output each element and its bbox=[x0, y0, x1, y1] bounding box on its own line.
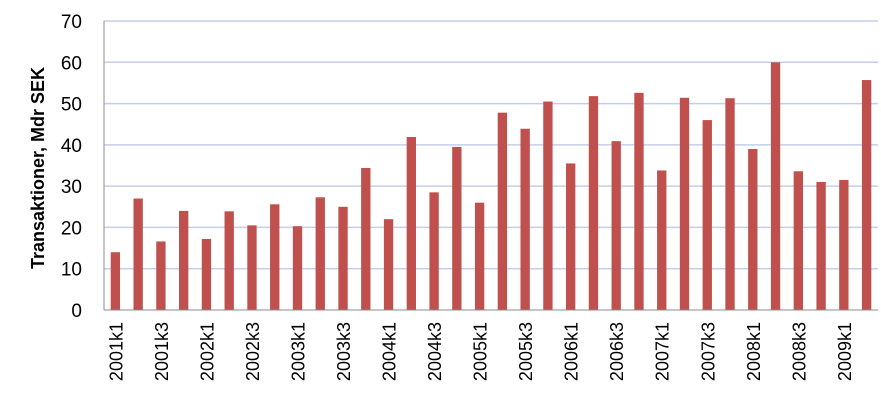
bar-2001k2 bbox=[133, 198, 143, 310]
x-tick-label: 2001k1 bbox=[106, 322, 126, 381]
y-tick-label: 40 bbox=[61, 136, 82, 157]
x-tick-label: 2004k1 bbox=[380, 322, 400, 381]
x-tick-label: 2003k3 bbox=[334, 322, 354, 381]
bar-2005k1 bbox=[474, 202, 485, 310]
x-tick-label: 2007k1 bbox=[653, 322, 673, 381]
bar-2003k4 bbox=[361, 167, 371, 310]
bar-2009k2 bbox=[861, 80, 872, 310]
x-tick-label: 2008k1 bbox=[744, 322, 764, 381]
y-tick-label: 10 bbox=[61, 260, 82, 281]
x-tick-label: 2005k1 bbox=[471, 322, 491, 381]
bar-2005k3 bbox=[520, 128, 530, 310]
x-tick-label: 2006k3 bbox=[607, 322, 627, 381]
x-tick-label: 2009k1 bbox=[835, 322, 855, 381]
x-tick-label: 2002k3 bbox=[243, 322, 263, 381]
bar-2002k2 bbox=[224, 211, 234, 310]
bar-2008k2 bbox=[770, 62, 781, 311]
bar-2008k1 bbox=[748, 148, 758, 310]
bar-2001k4 bbox=[179, 210, 189, 310]
bar-2008k3 bbox=[793, 171, 803, 310]
y-tick-label: 0 bbox=[71, 301, 82, 322]
bar-2007k3 bbox=[702, 120, 712, 310]
y-tick-label: 20 bbox=[61, 218, 82, 239]
bar-2005k4 bbox=[543, 101, 553, 310]
y-axis-title: Transaktioner, Mdr SEK bbox=[28, 67, 48, 269]
x-tick-labels: 2001k1 2001k3 2002k1 2002k3 2003k1 2003k3 2004… bbox=[106, 322, 854, 381]
bar-2004k1 bbox=[383, 219, 394, 310]
bar-2002k4 bbox=[270, 204, 280, 310]
y-tick-label: 60 bbox=[61, 53, 82, 74]
bar-2004k4 bbox=[452, 146, 462, 310]
bar-2007k1 bbox=[657, 170, 667, 310]
axes bbox=[103, 21, 878, 311]
bar-2006k3 bbox=[611, 141, 621, 310]
bar-2006k4 bbox=[634, 92, 644, 310]
gridlines bbox=[104, 20, 878, 270]
bar-2007k4 bbox=[725, 98, 735, 310]
bar-2002k1 bbox=[201, 238, 212, 310]
bar-2007k2 bbox=[679, 97, 690, 310]
bar-2004k3 bbox=[429, 192, 439, 310]
x-tick-label: 2005k3 bbox=[516, 322, 536, 381]
bar-2001k3 bbox=[156, 241, 166, 310]
x-tick-label: 2006k1 bbox=[562, 322, 582, 381]
x-tick-label: 2004k3 bbox=[425, 322, 445, 381]
bar-2005k2 bbox=[497, 112, 508, 310]
x-tick-label: 2008k3 bbox=[789, 322, 809, 381]
y-tick-label: 50 bbox=[61, 95, 82, 116]
bar-2001k1 bbox=[110, 252, 121, 310]
x-tick-label: 2002k1 bbox=[197, 322, 217, 381]
x-tick-label: 2007k3 bbox=[698, 322, 718, 381]
y-tick-label: 30 bbox=[61, 177, 82, 198]
x-tick-label: 2001k3 bbox=[152, 322, 172, 381]
bar-2003k2 bbox=[315, 197, 325, 310]
bar-2006k2 bbox=[588, 96, 599, 310]
bar-2002k3 bbox=[247, 225, 257, 310]
x-tick-label: 2003k1 bbox=[289, 322, 309, 381]
y-tick-labels: 0 10 20 30 40 50 60 70 bbox=[61, 12, 82, 322]
bar-2006k1 bbox=[566, 163, 576, 310]
bar-2009k1 bbox=[839, 179, 849, 310]
y-tick-label: 70 bbox=[61, 12, 82, 33]
bar-2003k3 bbox=[338, 206, 348, 310]
bar-2003k1 bbox=[292, 226, 303, 310]
bar-2004k2 bbox=[406, 137, 416, 310]
bars bbox=[110, 62, 872, 311]
bar-2008k4 bbox=[816, 182, 826, 310]
